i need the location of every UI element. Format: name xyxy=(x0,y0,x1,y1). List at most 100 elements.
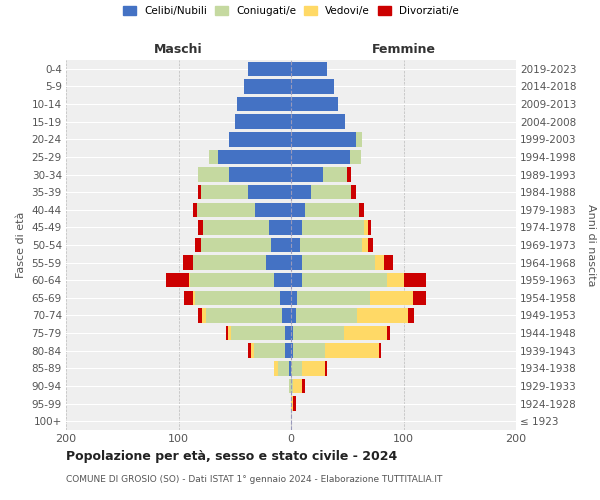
Bar xyxy=(293,344,325,358)
Bar xyxy=(302,361,325,376)
Bar xyxy=(302,273,386,287)
Bar xyxy=(289,378,291,393)
Bar xyxy=(347,168,350,181)
Bar xyxy=(291,79,334,94)
Bar xyxy=(218,150,291,164)
Bar xyxy=(291,185,311,200)
Bar xyxy=(370,290,413,305)
Bar xyxy=(376,256,385,270)
Bar xyxy=(291,220,302,234)
Bar xyxy=(201,185,248,200)
Bar xyxy=(291,290,296,305)
Bar xyxy=(291,344,293,358)
Bar xyxy=(209,150,218,164)
Legend: Celibi/Nubili, Coniugati/e, Vedovi/e, Divorziati/e: Celibi/Nubili, Coniugati/e, Vedovi/e, Di… xyxy=(123,6,459,16)
Text: Femmine: Femmine xyxy=(371,44,436,57)
Bar xyxy=(311,185,350,200)
Bar xyxy=(291,256,302,270)
Bar xyxy=(229,132,291,146)
Bar xyxy=(291,238,300,252)
Bar xyxy=(305,202,359,217)
Bar xyxy=(300,238,362,252)
Bar xyxy=(289,361,291,376)
Bar xyxy=(286,344,291,358)
Bar xyxy=(302,256,376,270)
Bar xyxy=(413,290,426,305)
Bar xyxy=(244,79,291,94)
Bar xyxy=(203,220,269,234)
Bar xyxy=(248,62,291,76)
Bar xyxy=(293,396,296,411)
Bar xyxy=(367,238,373,252)
Bar xyxy=(296,308,358,322)
Bar xyxy=(344,326,386,340)
Bar xyxy=(280,290,291,305)
Bar xyxy=(248,344,251,358)
Bar xyxy=(193,290,196,305)
Bar xyxy=(291,308,296,322)
Bar xyxy=(228,326,232,340)
Bar xyxy=(362,238,367,252)
Bar xyxy=(166,273,188,287)
Bar xyxy=(183,256,193,270)
Bar xyxy=(291,361,302,376)
Bar xyxy=(293,326,344,340)
Bar xyxy=(190,273,274,287)
Bar xyxy=(271,238,291,252)
Bar xyxy=(325,344,379,358)
Bar xyxy=(291,202,305,217)
Bar xyxy=(193,202,197,217)
Bar xyxy=(291,326,293,340)
Text: Maschi: Maschi xyxy=(154,44,203,57)
Bar xyxy=(386,326,390,340)
Bar xyxy=(291,396,293,411)
Bar xyxy=(226,326,228,340)
Bar xyxy=(350,185,356,200)
Bar xyxy=(277,361,289,376)
Bar xyxy=(364,220,367,234)
Bar xyxy=(291,114,345,129)
Bar xyxy=(349,150,361,164)
Bar xyxy=(291,97,338,112)
Bar xyxy=(323,168,347,181)
Bar xyxy=(274,273,291,287)
Y-axis label: Fasce di età: Fasce di età xyxy=(16,212,26,278)
Bar xyxy=(237,97,291,112)
Bar xyxy=(193,256,266,270)
Bar xyxy=(248,185,291,200)
Bar xyxy=(291,150,349,164)
Bar xyxy=(367,220,371,234)
Text: COMUNE DI GROSIO (SO) - Dati ISTAT 1° gennaio 2024 - Elaborazione TUTTITALIA.IT: COMUNE DI GROSIO (SO) - Dati ISTAT 1° ge… xyxy=(66,475,442,484)
Bar xyxy=(385,256,394,270)
Bar xyxy=(202,308,205,322)
Bar xyxy=(282,308,291,322)
Bar xyxy=(291,62,327,76)
Bar xyxy=(269,220,291,234)
Bar xyxy=(302,378,305,393)
Bar xyxy=(408,308,413,322)
Bar xyxy=(201,238,271,252)
Bar xyxy=(196,238,201,252)
Bar xyxy=(359,202,364,217)
Bar xyxy=(188,273,190,287)
Bar xyxy=(379,344,381,358)
Bar xyxy=(293,378,302,393)
Bar xyxy=(286,326,291,340)
Bar xyxy=(184,290,193,305)
Bar xyxy=(291,168,323,181)
Bar xyxy=(296,290,370,305)
Bar xyxy=(356,132,362,146)
Bar xyxy=(358,308,408,322)
Bar xyxy=(197,308,202,322)
Bar xyxy=(197,185,201,200)
Text: Popolazione per età, sesso e stato civile - 2024: Popolazione per età, sesso e stato civil… xyxy=(66,450,397,463)
Bar xyxy=(232,326,286,340)
Bar xyxy=(235,114,291,129)
Bar xyxy=(302,220,364,234)
Bar xyxy=(255,202,291,217)
Bar xyxy=(254,344,286,358)
Bar xyxy=(197,168,229,181)
Bar xyxy=(291,273,302,287)
Bar xyxy=(325,361,327,376)
Bar xyxy=(196,290,280,305)
